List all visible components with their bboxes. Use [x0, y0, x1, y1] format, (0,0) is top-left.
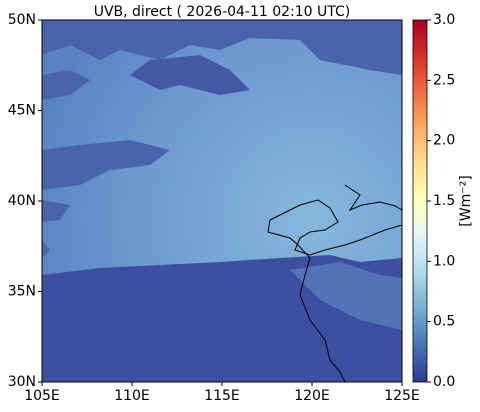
- y-tick-label: 30N: [8, 374, 36, 390]
- map-title: UVB, direct ( 2026-04-11 02:10 UTC): [94, 4, 351, 20]
- y-tick-label: 35N: [8, 284, 36, 300]
- colorbar-tick-label: 0.0: [433, 374, 455, 390]
- x-tick-label: 110E: [114, 388, 150, 404]
- map-field: [42, 20, 402, 382]
- coastline: [267, 184, 402, 382]
- colorbar: [412, 19, 428, 383]
- x-tick-label: 120E: [294, 388, 330, 404]
- y-tick-label: 40N: [8, 193, 36, 209]
- colorbar-label: [Wm⁻²]: [458, 175, 474, 226]
- colorbar-tick-label: 1.0: [433, 253, 455, 269]
- x-tick-label: 115E: [204, 388, 240, 404]
- colorbar-tick-label: 3.0: [433, 12, 455, 28]
- x-tick-label: 105E: [24, 388, 60, 404]
- y-tick-label: 50N: [8, 12, 36, 28]
- y-tick-label: 45N: [8, 103, 36, 119]
- colorbar-tick-label: 1.5: [433, 193, 455, 209]
- colorbar-tick-label: 2.0: [433, 133, 455, 149]
- colorbar-tick-label: 2.5: [433, 72, 455, 88]
- x-tick-label: 125E: [384, 388, 420, 404]
- colorbar-tick-label: 0.5: [433, 314, 455, 330]
